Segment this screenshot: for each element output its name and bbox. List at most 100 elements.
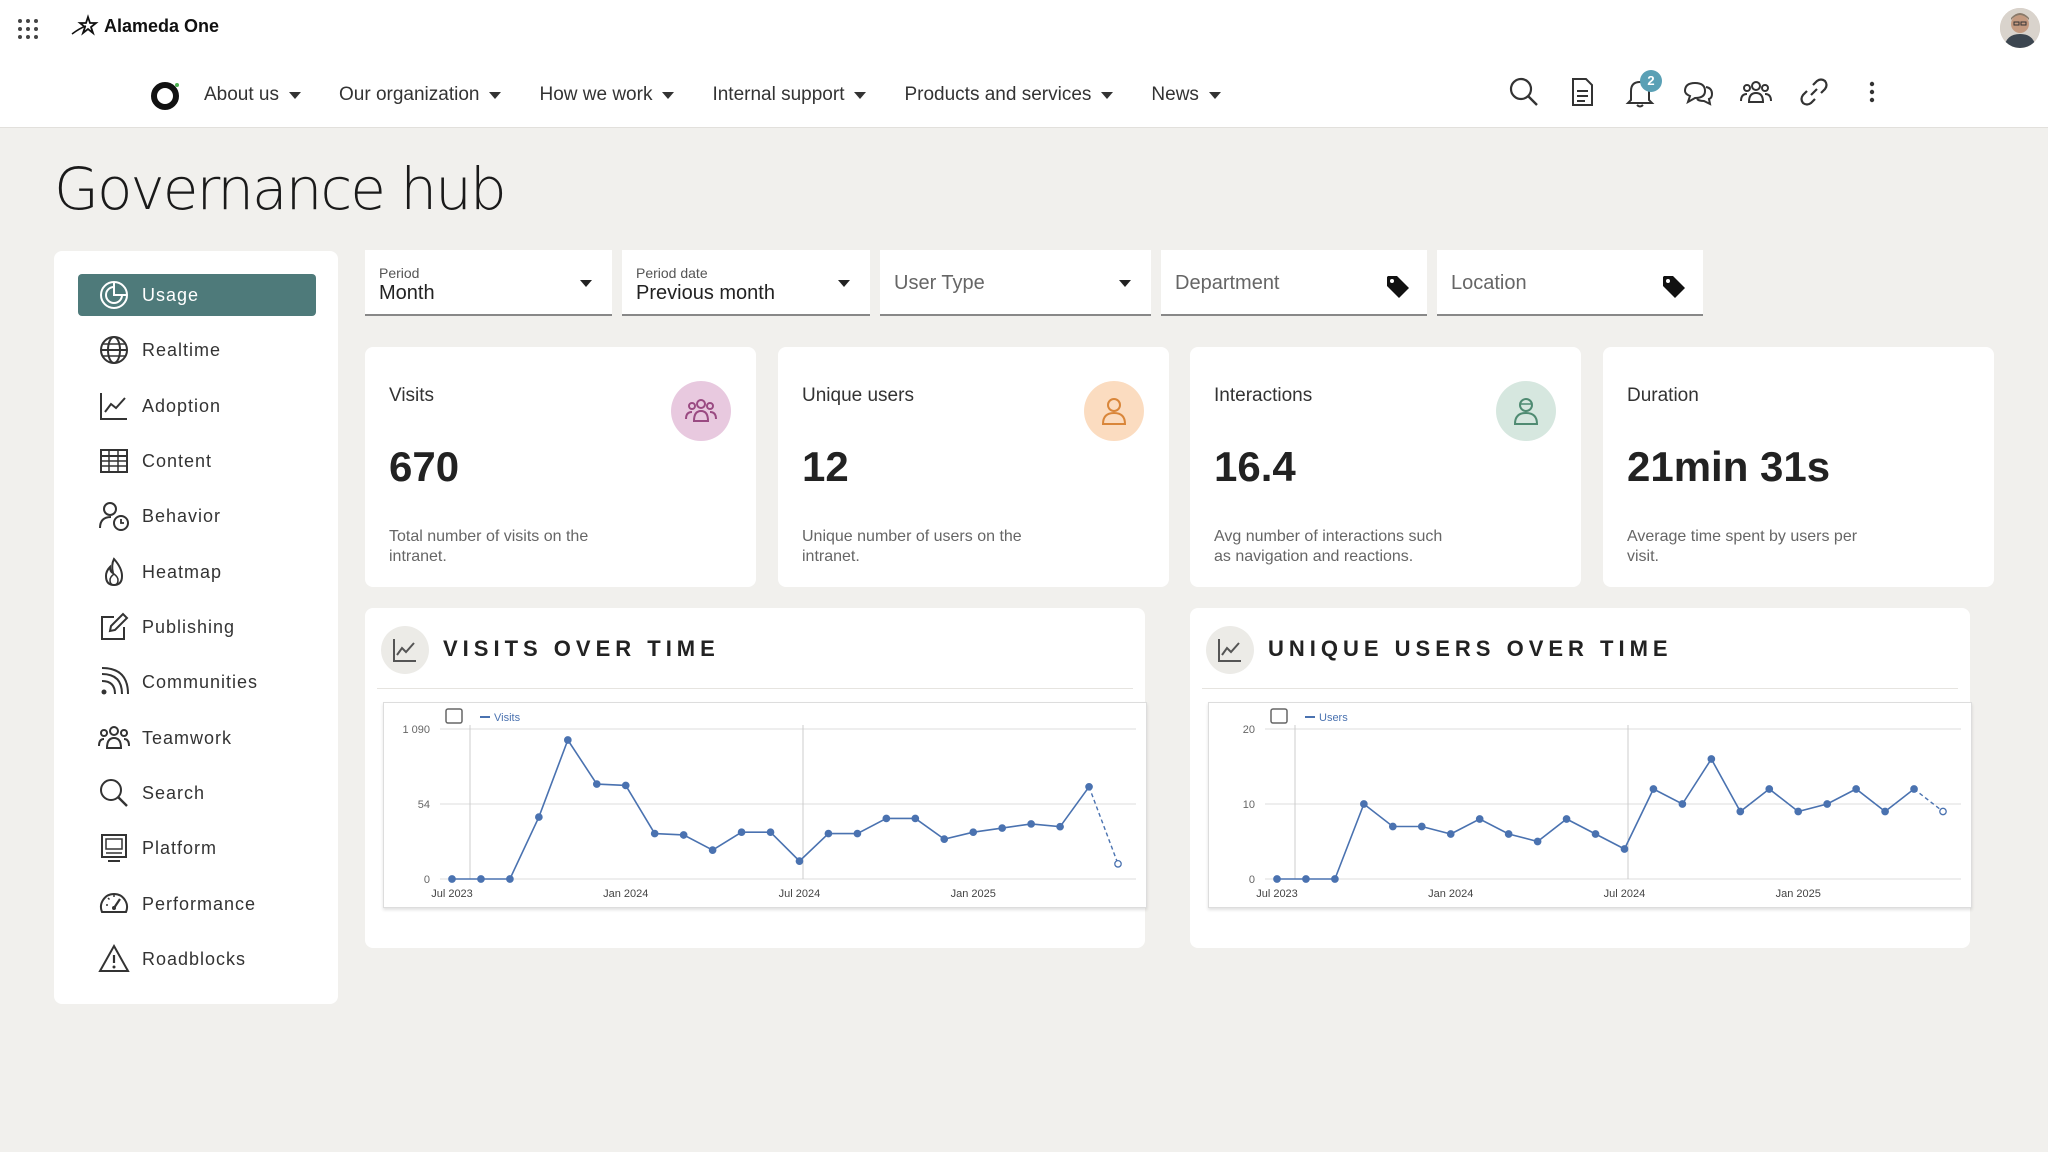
nav-news[interactable]: News: [1151, 84, 1221, 106]
data-point: [940, 835, 949, 843]
sidebar-item-label: Performance: [142, 893, 257, 914]
document-icon[interactable]: [1566, 76, 1598, 108]
monitor-icon: [101, 834, 127, 862]
sidebar-item-platform[interactable]: Platform: [78, 827, 316, 869]
nav-about-us[interactable]: About us: [204, 84, 301, 106]
visits-chart[interactable]: 0 54 1 090 Jul 2023 Jan 2024 Jul 2024 Jan 2025…: [383, 702, 1147, 908]
period-value: Month: [379, 282, 435, 304]
data-point: [535, 813, 543, 821]
data-point: [882, 814, 891, 823]
data-point: [998, 824, 1007, 832]
top-bar: Alameda One About us Our organization Ho…: [0, 0, 2048, 128]
dropdown-arrow-icon: [1119, 280, 1131, 287]
home-logo-icon[interactable]: [150, 80, 180, 110]
sidebar-item-communities[interactable]: Communities: [78, 661, 316, 703]
period-date-select[interactable]: Period date Previous month: [622, 250, 870, 316]
nav-our-organization[interactable]: Our organization: [339, 84, 502, 106]
sidebar-item-label: Search: [142, 782, 206, 803]
data-point: [1331, 875, 1339, 883]
data-point: [911, 814, 920, 823]
location-select[interactable]: Location: [1437, 250, 1703, 316]
brand-logo-icon: [71, 14, 99, 36]
nav-internal-support[interactable]: Internal support: [712, 84, 867, 106]
caret-down-icon: [489, 91, 502, 99]
department-select[interactable]: Department: [1161, 250, 1427, 316]
sidebar-item-label: Adoption: [142, 395, 222, 416]
sidebar-item-label: Communities: [142, 671, 259, 692]
data-point: [1736, 807, 1745, 816]
users-line-chart: 0 10 20 Jul 2023 Jan 2024 Jul 2024 Jan 2025 Use…: [1243, 708, 1961, 900]
users-chart[interactable]: 0 10 20 Jul 2023 Jan 2024 Jul 2024 Jan 2025 Use…: [1208, 702, 1972, 908]
x-tick-label: Jan 2024: [603, 888, 648, 900]
nav-how-we-work[interactable]: How we work: [539, 84, 675, 106]
search-icon: [100, 779, 128, 807]
kpi-card-visits: Visits 670 Total number of visits on the…: [365, 347, 756, 587]
sidebar-item-heatmap[interactable]: Heatmap: [78, 551, 316, 593]
table-icon: [100, 449, 128, 473]
data-point: [1852, 785, 1860, 793]
period-label: Period: [379, 265, 420, 281]
more-icon[interactable]: [1856, 76, 1888, 108]
data-point: [1765, 785, 1774, 793]
user-type-select[interactable]: User Type: [880, 250, 1151, 316]
data-point: [708, 846, 717, 854]
series-line-projected: [1088, 786, 1119, 865]
people-icon[interactable]: [1740, 76, 1772, 108]
data-point: [563, 736, 572, 744]
gauge-icon: [100, 893, 128, 913]
header-actions: 2: [1508, 70, 1888, 108]
warning-icon: [98, 943, 130, 972]
period-select[interactable]: Period Month: [365, 250, 612, 316]
data-point: [1388, 822, 1397, 831]
app-launcher-icon[interactable]: [16, 17, 40, 41]
data-point: [1533, 837, 1542, 846]
search-icon[interactable]: [1508, 76, 1540, 108]
chat-icon[interactable]: [1682, 76, 1714, 108]
notification-badge: 2: [1640, 70, 1662, 92]
sidebar-item-search[interactable]: Search: [78, 772, 316, 814]
dropdown-arrow-icon: [838, 280, 850, 287]
data-point: [1273, 875, 1281, 883]
kpi-title: Visits: [389, 385, 435, 406]
department-placeholder: Department: [1175, 272, 1280, 294]
sidebar-item-label: Publishing: [142, 616, 236, 637]
kpi-description: Unique number of users on the intranet.: [802, 528, 1022, 565]
data-point: [1504, 830, 1513, 838]
y-tick-label: 1 090: [402, 724, 430, 736]
data-point: [1562, 815, 1571, 823]
data-point: [650, 829, 659, 838]
sidebar-item-behavior[interactable]: Behavior: [78, 495, 316, 537]
chart-menu-icon: [1270, 708, 1288, 724]
sidebar: Usage Realtime Adoption Content Behavior…: [54, 251, 338, 1004]
trend-chart-icon: [381, 626, 429, 674]
divider: [377, 688, 1133, 689]
sidebar-item-publishing[interactable]: Publishing: [78, 606, 316, 648]
data-point: [1823, 800, 1832, 808]
bell-icon[interactable]: 2: [1624, 70, 1662, 108]
data-point: [1475, 815, 1484, 823]
brand[interactable]: Alameda One: [70, 14, 219, 38]
data-point: [1302, 875, 1310, 883]
divider: [1202, 688, 1958, 689]
sidebar-item-adoption[interactable]: Adoption: [78, 385, 316, 427]
nav-label: Our organization: [339, 84, 480, 105]
legend-label: Visits: [494, 712, 521, 724]
data-point: [1707, 755, 1716, 763]
avatar[interactable]: [2000, 8, 2040, 48]
sidebar-item-usage[interactable]: Usage: [78, 274, 316, 316]
sidebar-item-realtime[interactable]: Realtime: [78, 329, 316, 371]
sidebar-item-roadblocks[interactable]: Roadblocks: [78, 938, 316, 980]
rss-icon: [101, 667, 129, 695]
data-point: [1056, 822, 1064, 831]
sidebar-item-label: Behavior: [142, 505, 222, 526]
sidebar-item-teamwork[interactable]: Teamwork: [78, 717, 316, 759]
link-icon[interactable]: [1798, 76, 1830, 108]
x-tick-label: Jul 2024: [779, 888, 821, 900]
sidebar-item-content[interactable]: Content: [78, 440, 316, 482]
data-point: [1085, 782, 1093, 791]
data-point: [969, 828, 978, 837]
sidebar-item-performance[interactable]: Performance: [78, 883, 316, 925]
nav-products-and-services[interactable]: Products and services: [904, 84, 1114, 106]
series-line-projected: [1913, 788, 1944, 813]
data-point: [824, 829, 833, 838]
